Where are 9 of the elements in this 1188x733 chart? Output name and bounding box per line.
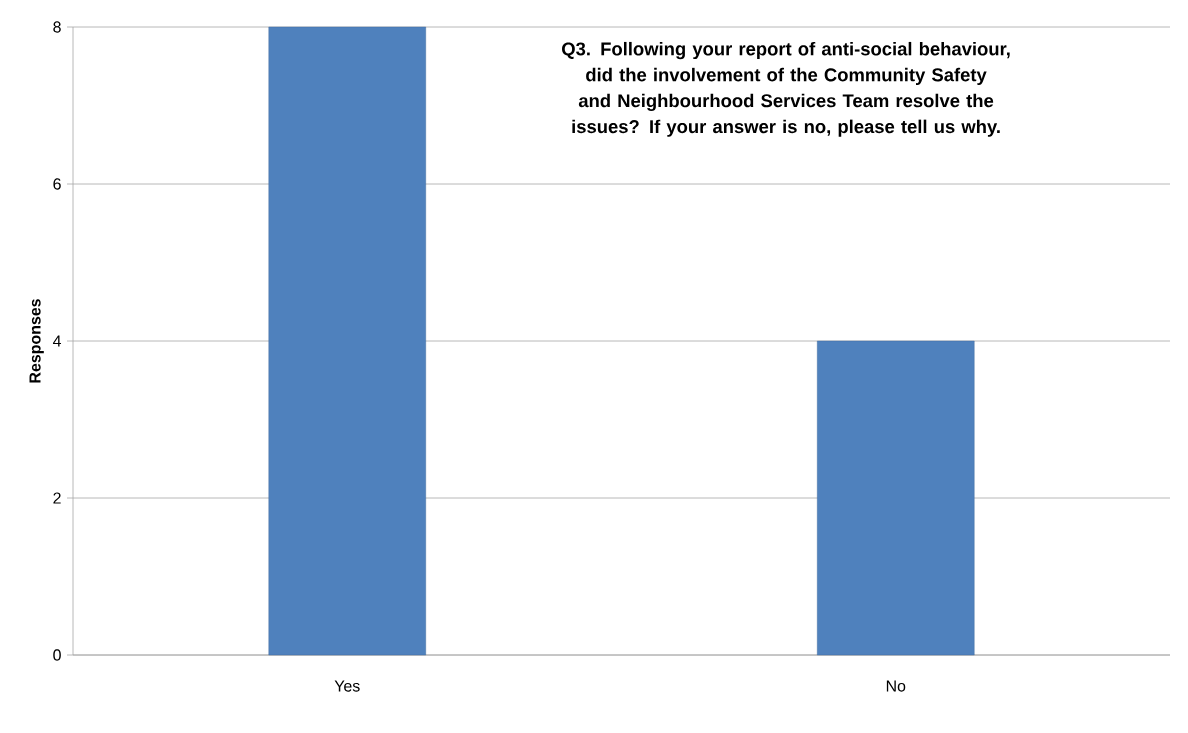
y-axis-title: Responses [29,299,44,383]
y-tick-label: 6 [53,178,61,190]
text: Q3. Following your report of anti-social behaviour, did the involvement of the Community Safety and Neighbourhood Services Team resolve the issues? If your answer is no, please tell us why. [562,41,1010,137]
y-tick-label: 4 [52,335,62,347]
y-tick-label: 0 [53,649,61,661]
y-tick-label: 2 [53,492,61,504]
x-tick-label: Yes [334,680,360,692]
y-tick-label: 8 [53,21,61,33]
x-tick-label: No [886,680,906,692]
